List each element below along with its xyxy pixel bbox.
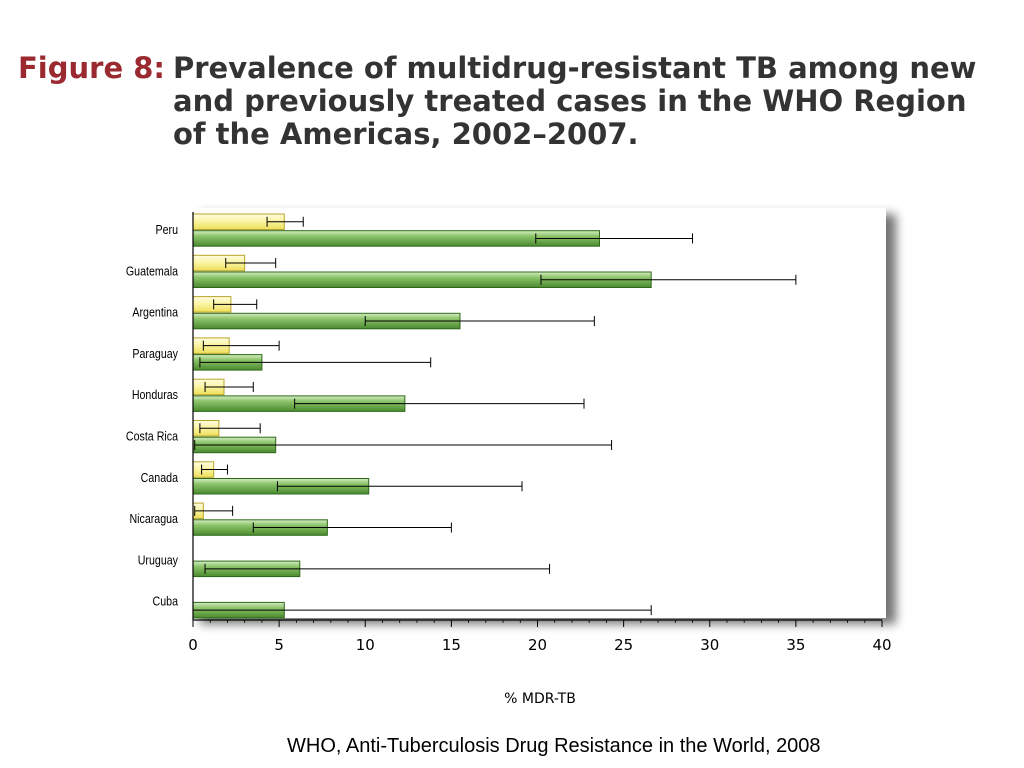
x-axis-title: % MDR-TB (504, 691, 576, 707)
x-tick-label: 15 (442, 636, 461, 654)
x-tick-label: 25 (614, 636, 633, 654)
category-label: Uruguay (138, 552, 178, 567)
bar-chart: Peru Guatemala Argentina Paraguay Honduras Co… (126, 208, 892, 707)
x-tick-label: 30 (700, 636, 719, 654)
source-citation: WHO, Anti-Tuberculosis Drug Resistance i… (287, 735, 821, 757)
category-label: Peru (155, 222, 178, 237)
x-tick-label: 10 (356, 636, 375, 654)
category-label: Paraguay (132, 346, 178, 361)
x-tick-label: 35 (786, 636, 805, 654)
category-label: Argentina (132, 305, 178, 320)
category-label: Guatemala (126, 263, 178, 278)
category-label: Cuba (153, 594, 179, 609)
category-label: Canada (141, 470, 179, 485)
x-tick-label: 40 (872, 636, 891, 654)
category-label: Honduras (132, 387, 178, 402)
category-label: Costa Rica (126, 428, 178, 443)
x-tick-label: 5 (274, 636, 284, 654)
plot-panel (190, 208, 886, 618)
figure-title-text: Prevalence of multidrug-resistant TB amo… (173, 51, 977, 151)
category-label: Nicaragua (129, 511, 178, 526)
x-tick-label: 20 (528, 636, 547, 654)
figure-label: Figure 8: (18, 51, 165, 85)
x-tick-label: 0 (188, 636, 198, 654)
